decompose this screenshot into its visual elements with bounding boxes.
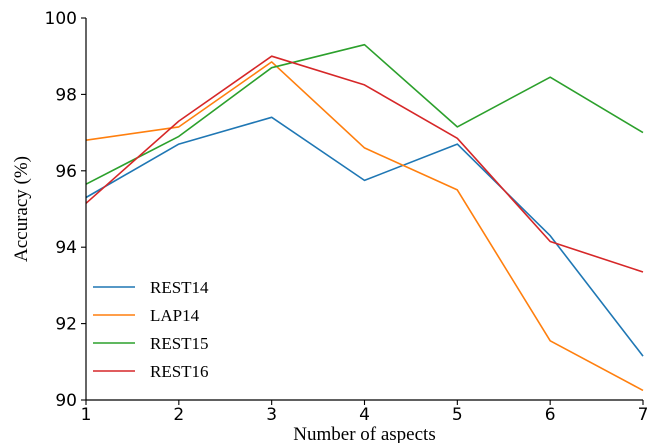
series-line-rest16 [85, 55, 644, 273]
legend-label-rest16: REST16 [150, 362, 209, 381]
series-line-rest15 [85, 43, 644, 185]
y-tick-label: 98 [55, 85, 77, 105]
legend-label-rest14: REST14 [150, 278, 209, 297]
y-tick-label: 96 [55, 162, 77, 182]
x-tick-label: 7 [638, 405, 649, 425]
series-line-lap14 [85, 61, 644, 392]
x-axis-title: Number of aspects [293, 424, 435, 443]
x-tick-label: 6 [545, 405, 556, 425]
legend-label-rest15: REST15 [150, 334, 209, 353]
y-tick-label: 100 [45, 9, 77, 29]
x-tick-label: 5 [452, 405, 463, 425]
legend-label-lap14: LAP14 [150, 306, 200, 325]
y-tick-label: 94 [55, 238, 77, 258]
plot-lines [85, 43, 644, 392]
y-axis-title: Accuracy (%) [11, 156, 32, 262]
x-tick-label: 3 [266, 405, 277, 425]
x-tick-label: 2 [173, 405, 184, 425]
x-ticks: 1 2 3 4 5 6 7 [81, 400, 649, 425]
y-tick-label: 90 [55, 391, 77, 411]
legend: REST14 LAP14 REST15 REST16 [93, 278, 209, 381]
series-line-rest14 [85, 116, 644, 357]
x-tick-label: 4 [359, 405, 370, 425]
y-tick-label: 92 [55, 315, 77, 335]
y-ticks: 90 92 94 96 98 100 [45, 9, 86, 411]
x-tick-label: 1 [81, 405, 92, 425]
